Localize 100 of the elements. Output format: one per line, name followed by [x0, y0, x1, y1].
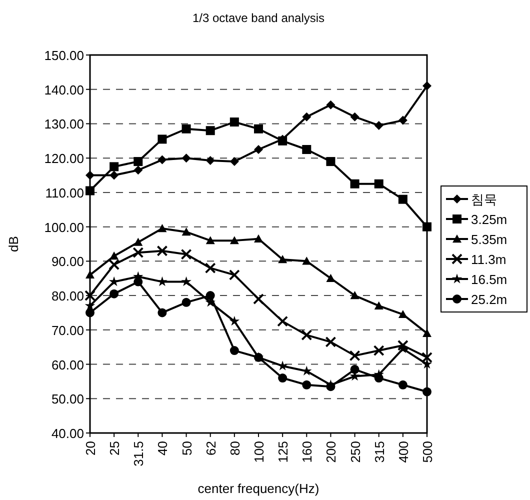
x-tick-label: 500 — [420, 441, 435, 463]
point — [422, 387, 432, 396]
point — [350, 179, 360, 188]
legend-label: 16.5m — [471, 272, 508, 287]
point — [278, 374, 288, 383]
point — [110, 289, 119, 298]
legend-label: 침묵 — [471, 192, 497, 207]
point — [134, 157, 143, 166]
y-axis-title: dB — [6, 236, 21, 252]
x-tick-label: 40 — [155, 441, 170, 456]
point — [158, 308, 167, 318]
point — [277, 316, 288, 327]
x-tick-label: 80 — [227, 441, 242, 456]
point — [254, 145, 263, 154]
point — [374, 301, 384, 310]
point — [326, 100, 336, 110]
point — [110, 162, 119, 172]
y-tick-label: 40.00 — [51, 426, 84, 441]
point — [157, 276, 168, 286]
point — [374, 120, 384, 130]
y-tick-label: 110.00 — [45, 185, 84, 200]
point — [278, 254, 288, 264]
y-tick-label: 50.00 — [51, 392, 84, 407]
point — [349, 350, 360, 362]
point — [134, 277, 143, 286]
point — [206, 291, 215, 300]
y-tick-label: 100.00 — [44, 220, 84, 235]
point — [254, 124, 263, 134]
point — [182, 298, 191, 307]
point — [204, 262, 216, 274]
legend-label: 5.35m — [471, 232, 508, 247]
chart-title: 1/3 octave band analysis — [192, 11, 325, 25]
point — [181, 276, 192, 286]
point — [206, 156, 215, 165]
x-tick-label: 100 — [252, 441, 266, 463]
point — [158, 155, 167, 164]
x-tick-label: 20 — [83, 441, 98, 456]
point — [182, 227, 191, 236]
point — [84, 290, 96, 302]
point — [230, 236, 239, 244]
y-tick-label: 80.00 — [51, 288, 84, 304]
point — [86, 186, 94, 196]
point — [108, 276, 120, 286]
point — [398, 194, 408, 204]
legend-label: 3.25m — [471, 212, 508, 227]
point — [156, 245, 168, 256]
point — [86, 270, 94, 279]
x-tick-label: 50 — [179, 441, 194, 456]
point — [422, 81, 432, 90]
point — [86, 308, 94, 318]
point — [301, 330, 312, 341]
y-tick-label: 130.00 — [44, 116, 84, 132]
point — [134, 166, 143, 175]
x-tick-label: 62 — [203, 441, 218, 456]
point — [326, 382, 336, 392]
point — [302, 145, 312, 154]
point — [182, 124, 191, 134]
point — [206, 236, 215, 244]
point — [302, 256, 312, 265]
x-tick-label: 31.5 — [131, 441, 146, 466]
point — [422, 352, 432, 363]
point — [302, 112, 312, 122]
point — [302, 380, 312, 390]
point — [86, 170, 94, 180]
point — [350, 364, 360, 374]
point — [326, 274, 336, 282]
x-tick-label: 25 — [107, 441, 122, 456]
y-tick-label: 90.00 — [51, 254, 84, 270]
point — [108, 259, 120, 270]
x-tick-label: 250 — [348, 441, 363, 463]
legend-label: 25.2m — [471, 292, 508, 307]
y-tick-label: 120.00 — [44, 151, 84, 166]
point — [374, 374, 384, 383]
point — [253, 293, 264, 304]
y-tick-label: 70.00 — [51, 322, 84, 338]
y-tick-label: 150.00 — [44, 48, 84, 63]
point — [228, 269, 240, 280]
point — [230, 157, 239, 166]
point — [422, 222, 432, 232]
point — [398, 380, 408, 390]
point — [350, 112, 360, 122]
point — [230, 346, 239, 356]
x-axis-title: center frequency(Hz) — [198, 481, 320, 496]
y-tick-label: 60.00 — [51, 357, 84, 372]
point — [110, 170, 119, 180]
point — [397, 340, 408, 351]
point — [254, 352, 263, 362]
point — [158, 134, 167, 144]
point — [373, 345, 384, 356]
legend-label: 11.3m — [471, 252, 506, 267]
point — [398, 310, 408, 318]
point — [326, 157, 336, 166]
x-tick-label: 400 — [396, 441, 411, 463]
point — [229, 316, 240, 326]
point — [206, 126, 215, 136]
x-tick-label: 200 — [324, 441, 339, 463]
point — [158, 224, 167, 232]
point — [374, 179, 384, 188]
point — [132, 247, 144, 258]
x-tick-label: 315 — [372, 441, 387, 463]
